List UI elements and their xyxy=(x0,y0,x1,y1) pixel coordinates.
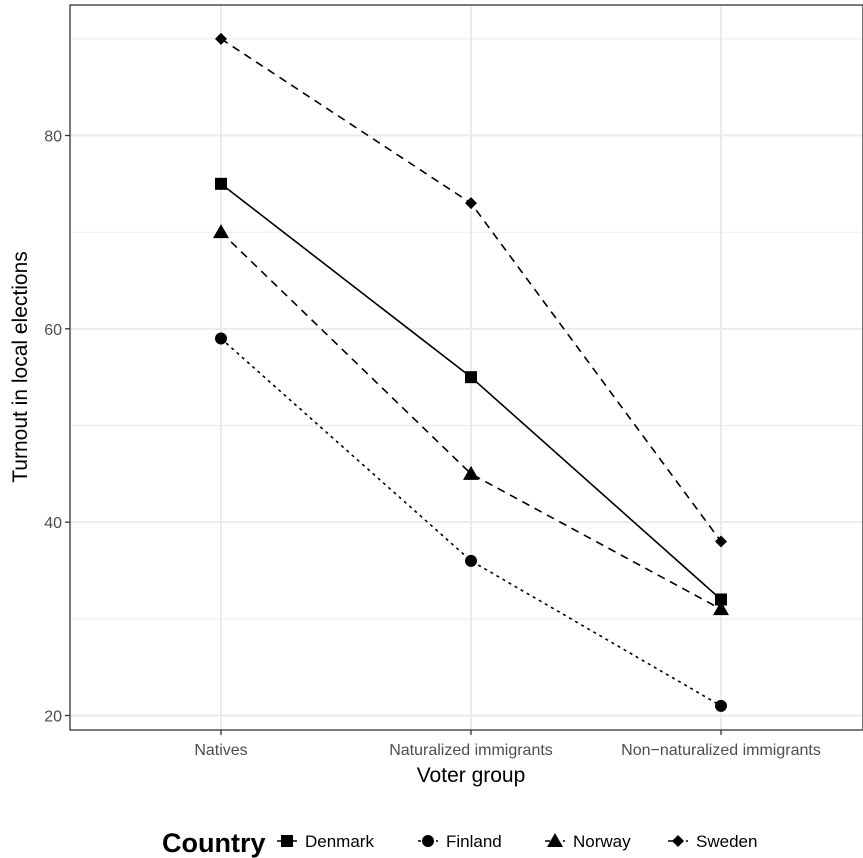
series-line-finland xyxy=(220,337,722,707)
x-tick-label: Naturalized immigrants xyxy=(389,742,553,759)
x-axis-ticks: Natives Naturalized immigrants Non−natural… xyxy=(194,730,821,759)
data-point-norway xyxy=(713,601,729,616)
y-tick-label: 60 xyxy=(44,322,62,339)
x-tick-label: Non−naturalized immigrants xyxy=(621,742,821,759)
data-point-sweden xyxy=(715,535,727,548)
panel-border xyxy=(69,4,863,731)
series-markers xyxy=(213,32,729,712)
legend: Country Denmark Finland Norway Sweden xyxy=(162,828,757,858)
legend-key-marker-sweden xyxy=(672,835,684,847)
series-line-norway xyxy=(220,231,722,610)
x-axis-title: Voter group xyxy=(417,764,526,787)
legend-label-norway: Norway xyxy=(573,832,631,851)
grid-major xyxy=(70,5,863,730)
data-point-denmark xyxy=(215,177,227,190)
data-point-finland xyxy=(465,554,477,567)
data-point-sweden xyxy=(465,197,477,210)
legend-label-denmark: Denmark xyxy=(305,832,374,851)
y-tick-label: 20 xyxy=(44,709,62,726)
grid-minor xyxy=(70,38,863,620)
legend-key-marker-finland xyxy=(422,835,434,847)
data-point-denmark xyxy=(715,593,727,606)
legend-label-finland: Finland xyxy=(446,832,502,851)
y-tick-label: 80 xyxy=(44,129,62,146)
data-point-norway xyxy=(463,465,479,480)
legend-key-marker-norway xyxy=(547,833,563,847)
x-tick-label: Natives xyxy=(194,742,247,759)
data-point-sweden xyxy=(215,32,227,45)
data-point-finland xyxy=(715,699,727,712)
data-point-norway xyxy=(213,224,229,239)
legend-label-sweden: Sweden xyxy=(696,832,757,851)
panel-background xyxy=(70,5,863,730)
y-axis-ticks: 20 40 60 80 xyxy=(44,129,70,726)
legend-title: Country xyxy=(162,828,266,858)
data-point-denmark xyxy=(465,371,477,384)
y-tick-label: 40 xyxy=(44,515,62,532)
legend-key-marker-denmark xyxy=(281,835,293,847)
data-point-finland xyxy=(215,332,227,345)
y-axis-title: Turnout in local elections xyxy=(9,251,32,483)
